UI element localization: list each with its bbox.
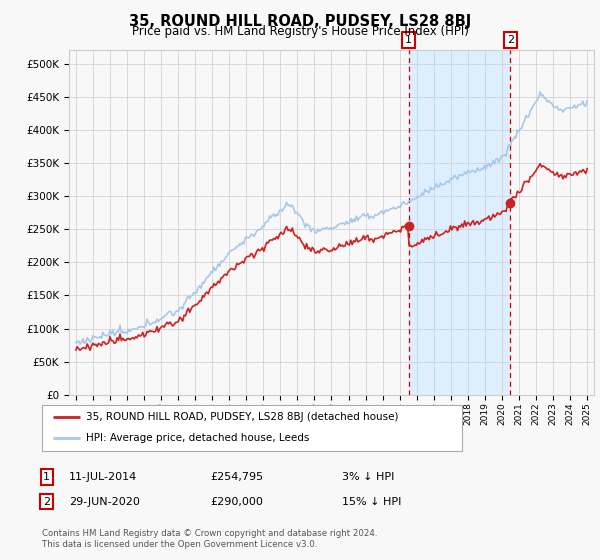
Text: 29-JUN-2020: 29-JUN-2020: [69, 497, 140, 507]
Text: HPI: Average price, detached house, Leeds: HPI: Average price, detached house, Leed…: [86, 433, 310, 444]
Text: £254,795: £254,795: [210, 472, 263, 482]
Text: 35, ROUND HILL ROAD, PUDSEY, LS28 8BJ (detached house): 35, ROUND HILL ROAD, PUDSEY, LS28 8BJ (d…: [86, 412, 398, 422]
FancyBboxPatch shape: [42, 405, 462, 451]
Text: 2: 2: [43, 497, 50, 507]
Bar: [409, 50, 511, 395]
Text: This data is licensed under the Open Government Licence v3.0.: This data is licensed under the Open Gov…: [42, 540, 317, 549]
Text: Contains HM Land Registry data © Crown copyright and database right 2024.: Contains HM Land Registry data © Crown c…: [42, 529, 377, 538]
Text: 35, ROUND HILL ROAD, PUDSEY, LS28 8BJ: 35, ROUND HILL ROAD, PUDSEY, LS28 8BJ: [129, 14, 471, 29]
Text: Price paid vs. HM Land Registry's House Price Index (HPI): Price paid vs. HM Land Registry's House …: [131, 25, 469, 38]
Text: 11-JUL-2014: 11-JUL-2014: [69, 472, 137, 482]
Text: 1: 1: [43, 472, 50, 482]
Text: 1: 1: [405, 35, 412, 45]
Text: 3% ↓ HPI: 3% ↓ HPI: [342, 472, 394, 482]
Text: 15% ↓ HPI: 15% ↓ HPI: [342, 497, 401, 507]
Text: 2: 2: [507, 35, 514, 45]
Text: £290,000: £290,000: [210, 497, 263, 507]
